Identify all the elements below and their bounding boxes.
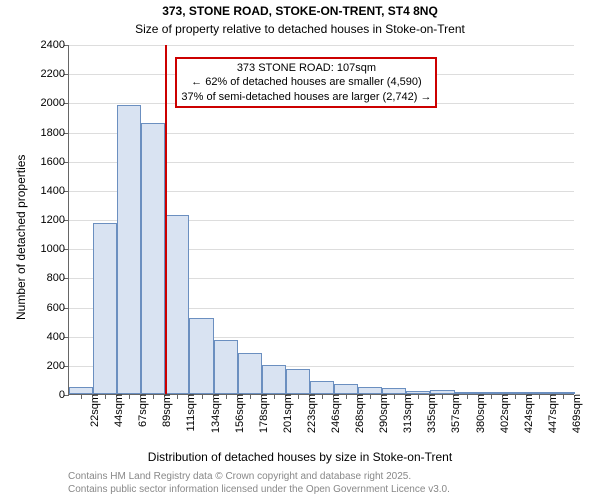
- histogram-bar: [69, 387, 93, 394]
- x-tick-label: 357sqm: [446, 394, 462, 433]
- x-tick: [226, 394, 227, 399]
- y-tick-label: 1800: [41, 127, 69, 139]
- annotation-line3: 37% of semi-detached houses are larger (…: [181, 90, 431, 104]
- chart-subtitle: Size of property relative to detached ho…: [0, 22, 600, 36]
- attribution-line2: Contains public sector information licen…: [68, 483, 450, 496]
- x-tick-label: 89sqm: [157, 394, 173, 427]
- x-tick-label: 246sqm: [326, 394, 342, 433]
- x-tick-label: 178sqm: [254, 394, 270, 433]
- x-tick-label: 223sqm: [302, 394, 318, 433]
- y-tick-label: 600: [47, 302, 69, 314]
- x-tick-label: 290sqm: [374, 394, 390, 433]
- y-tick-label: 1200: [41, 214, 69, 226]
- x-tick-label: 22sqm: [85, 394, 101, 427]
- histogram-bar: [358, 387, 382, 394]
- y-tick-label: 800: [47, 272, 69, 284]
- y-tick-label: 200: [47, 360, 69, 372]
- x-tick: [515, 394, 516, 399]
- x-tick: [563, 394, 564, 399]
- x-tick-label: 156sqm: [230, 394, 246, 433]
- histogram-bar: [262, 365, 286, 394]
- histogram-bar: [141, 123, 165, 394]
- plot-area: 0200400600800100012001400160018002000220…: [68, 45, 574, 395]
- x-tick-label: 44sqm: [109, 394, 125, 427]
- histogram-bar: [189, 318, 213, 394]
- y-tick-label: 1000: [41, 243, 69, 255]
- x-tick: [491, 394, 492, 399]
- x-tick-label: 268sqm: [350, 394, 366, 433]
- gridline: [69, 45, 574, 46]
- x-tick-label: 424sqm: [519, 394, 535, 433]
- x-tick: [177, 394, 178, 399]
- chart-title: 373, STONE ROAD, STOKE-ON-TRENT, ST4 8NQ: [0, 4, 600, 18]
- y-tick-label: 2400: [41, 39, 69, 51]
- y-tick-label: 2000: [41, 97, 69, 109]
- x-tick-label: 313sqm: [398, 394, 414, 433]
- x-tick: [202, 394, 203, 399]
- y-tick-label: 0: [59, 389, 69, 401]
- x-tick: [322, 394, 323, 399]
- x-tick: [81, 394, 82, 399]
- histogram-bar: [238, 353, 262, 394]
- x-tick-label: 469sqm: [567, 394, 583, 433]
- y-tick-label: 1400: [41, 185, 69, 197]
- x-tick-label: 402sqm: [495, 394, 511, 433]
- attribution: Contains HM Land Registry data © Crown c…: [68, 470, 450, 496]
- x-tick-label: 380sqm: [471, 394, 487, 433]
- y-tick-label: 2200: [41, 68, 69, 80]
- x-tick-label: 447sqm: [543, 394, 559, 433]
- y-tick-label: 1600: [41, 156, 69, 168]
- x-tick: [298, 394, 299, 399]
- histogram-bar: [310, 381, 334, 394]
- chart-container: 373, STONE ROAD, STOKE-ON-TRENT, ST4 8NQ…: [0, 0, 600, 500]
- x-tick-label: 111sqm: [181, 394, 197, 432]
- x-tick: [418, 394, 419, 399]
- x-tick-label: 335sqm: [422, 394, 438, 433]
- x-tick: [394, 394, 395, 399]
- x-axis-label: Distribution of detached houses by size …: [0, 450, 600, 464]
- x-tick-label: 134sqm: [206, 394, 222, 433]
- x-tick: [442, 394, 443, 399]
- x-tick: [105, 394, 106, 399]
- histogram-bar: [214, 340, 238, 394]
- marker-line: [165, 45, 167, 394]
- histogram-bar: [286, 369, 310, 394]
- x-tick: [250, 394, 251, 399]
- y-tick-label: 400: [47, 331, 69, 343]
- y-axis-label: Number of detached properties: [14, 155, 28, 320]
- x-tick: [274, 394, 275, 399]
- x-tick: [539, 394, 540, 399]
- x-tick: [467, 394, 468, 399]
- histogram-bar: [165, 215, 189, 394]
- x-tick: [153, 394, 154, 399]
- annotation-line1: 373 STONE ROAD: 107sqm: [181, 61, 431, 75]
- x-tick: [129, 394, 130, 399]
- histogram-bar: [334, 384, 358, 394]
- attribution-line1: Contains HM Land Registry data © Crown c…: [68, 470, 450, 483]
- x-tick-label: 67sqm: [133, 394, 149, 427]
- annotation-line2: ← 62% of detached houses are smaller (4,…: [181, 75, 431, 89]
- annotation-box: 373 STONE ROAD: 107sqm← 62% of detached …: [175, 57, 437, 108]
- histogram-bar: [93, 223, 117, 394]
- x-tick: [346, 394, 347, 399]
- histogram-bar: [117, 105, 141, 394]
- x-tick: [370, 394, 371, 399]
- x-tick-label: 201sqm: [278, 394, 294, 433]
